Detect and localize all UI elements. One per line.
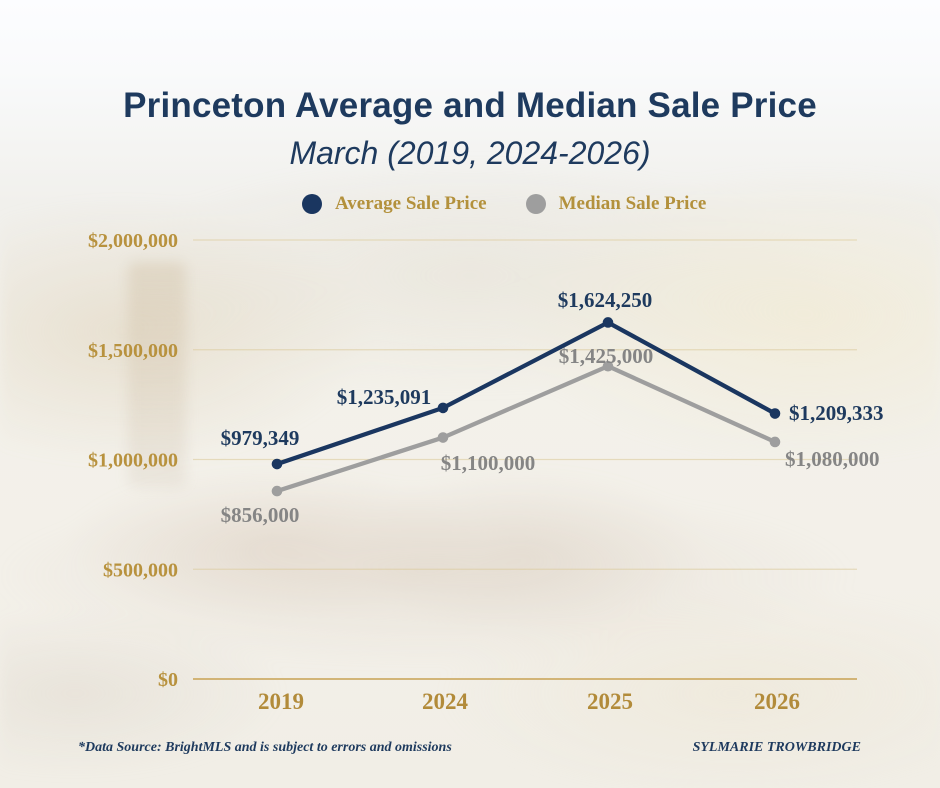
legend-item-median: Median Sale Price bbox=[525, 193, 707, 215]
average-series-data-label: $1,624,250 bbox=[558, 288, 653, 312]
y-axis-tick-label: $2,000,000 bbox=[88, 230, 178, 252]
median-series-data-label: $1,080,000 bbox=[785, 447, 880, 471]
median-series-data-label: $1,425,000 bbox=[559, 344, 654, 368]
average-series-data-label: $979,349 bbox=[221, 426, 300, 450]
median-series-dot-icon bbox=[525, 194, 546, 214]
x-axis-tick-label: 2024 bbox=[422, 689, 469, 714]
median-series-data-label: $856,000 bbox=[221, 503, 300, 527]
median-series-data-label: $1,100,000 bbox=[441, 451, 536, 475]
median-series-point bbox=[437, 432, 449, 443]
average-series-point bbox=[769, 408, 781, 419]
median-series-point bbox=[602, 360, 614, 372]
data-source-note: *Data Source: BrightMLS and is subject t… bbox=[78, 740, 452, 755]
average-series-point bbox=[602, 317, 614, 328]
x-axis-tick-label: 2019 bbox=[258, 689, 304, 714]
average-series-point bbox=[271, 458, 283, 470]
footer: *Data Source: BrightMLS and is subject t… bbox=[78, 740, 861, 756]
y-axis-tick-label: $0 bbox=[158, 669, 178, 691]
average-series-data-label: $1,235,091 bbox=[337, 385, 432, 409]
page-title: Princeton Average and Median Sale Price bbox=[123, 86, 817, 125]
average-series-data-label: $1,209,333 bbox=[789, 401, 884, 425]
average-series-line bbox=[274, 320, 778, 467]
agent-credit: SYLMARIE TROWBRIDGE bbox=[692, 740, 861, 755]
y-axis-tick-label: $1,500,000 bbox=[88, 340, 178, 362]
average-series-dot-icon bbox=[302, 194, 322, 214]
x-axis-tick-label: 2025 bbox=[587, 689, 633, 714]
legend-item-average: Average Sale Price bbox=[302, 193, 487, 215]
page-subtitle: March (2019, 2024-2026) bbox=[289, 135, 651, 171]
median-series-line bbox=[274, 364, 778, 494]
median-series-point bbox=[769, 436, 781, 448]
legend-label-average: Average Sale Price bbox=[335, 193, 487, 214]
median-series-point bbox=[271, 485, 283, 497]
y-axis-tick-label: $500,000 bbox=[103, 559, 178, 581]
x-axis-tick-label: 2026 bbox=[754, 689, 800, 714]
legend-label-median: Median Sale Price bbox=[558, 193, 707, 214]
average-series-point bbox=[437, 402, 449, 414]
y-axis-tick-label: $1,000,000 bbox=[88, 450, 178, 472]
chart-legend: Average Sale Price Median Sale Price bbox=[302, 191, 706, 217]
